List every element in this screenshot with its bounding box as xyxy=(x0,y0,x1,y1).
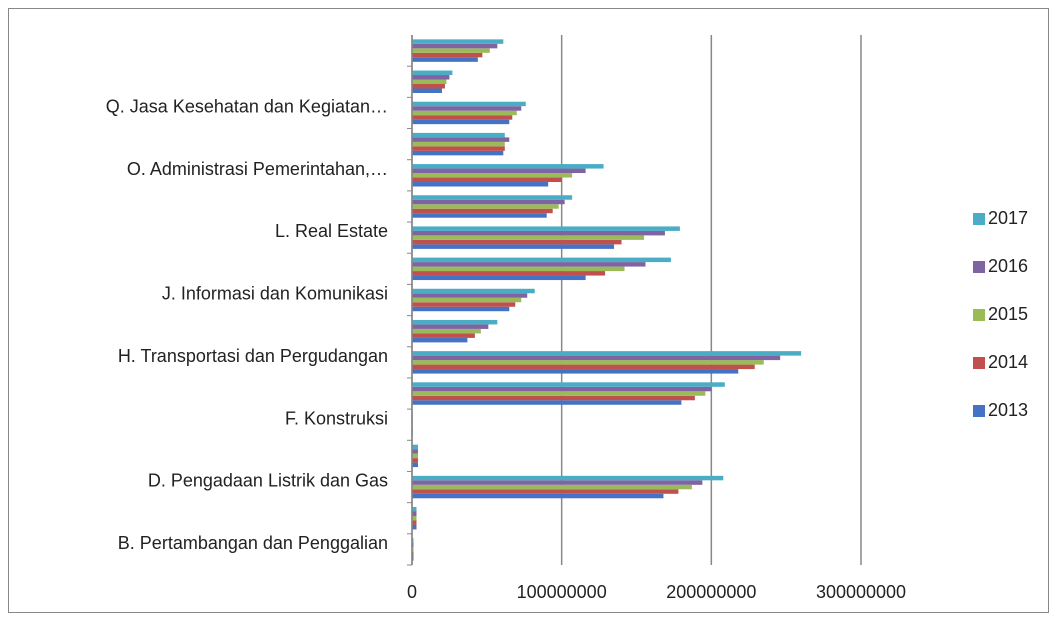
bar xyxy=(412,230,665,236)
bar xyxy=(412,480,703,485)
x-tick-label: 300000000 xyxy=(816,582,906,602)
bar xyxy=(412,524,417,530)
bar xyxy=(412,489,679,494)
legend-label: 2016 xyxy=(988,256,1028,276)
y-tick-label: H. Transportasi dan Pergudangan xyxy=(118,346,388,366)
bar xyxy=(412,199,565,205)
bar xyxy=(412,400,682,405)
bar xyxy=(412,213,547,218)
bar xyxy=(412,146,505,151)
bar xyxy=(412,164,604,169)
bar xyxy=(412,324,489,329)
y-tick-label: O. Administrasi Pemerintahan,… xyxy=(127,159,388,179)
bar xyxy=(412,137,510,142)
bar xyxy=(412,48,490,53)
legend-label: 2015 xyxy=(988,304,1028,324)
bar xyxy=(412,132,505,138)
bar xyxy=(412,195,573,200)
bar xyxy=(412,360,764,365)
bar xyxy=(412,88,442,93)
bar xyxy=(412,515,417,521)
bar xyxy=(412,257,671,263)
bar xyxy=(412,43,498,49)
bar xyxy=(412,226,680,231)
bar xyxy=(412,493,664,499)
bar xyxy=(412,208,553,214)
bar xyxy=(412,39,504,44)
legend-label: 2014 xyxy=(988,352,1028,372)
bar xyxy=(412,520,417,525)
bar xyxy=(412,168,586,174)
bar xyxy=(412,275,586,281)
y-tick-label: B. Pertambangan dan Penggalian xyxy=(118,533,388,553)
bar xyxy=(412,262,646,267)
bar xyxy=(412,328,481,334)
bar xyxy=(412,369,739,374)
bar xyxy=(412,150,504,156)
bar xyxy=(412,204,559,209)
bar xyxy=(412,244,615,249)
bar xyxy=(412,351,802,356)
bar xyxy=(412,319,498,325)
bar xyxy=(412,79,447,85)
bar xyxy=(412,288,535,294)
legend-label: 2017 xyxy=(988,208,1028,228)
legend-swatch xyxy=(973,309,985,321)
bar xyxy=(412,297,522,303)
bar xyxy=(412,444,418,450)
bar xyxy=(412,75,450,80)
bar xyxy=(412,271,606,276)
bar xyxy=(412,511,417,516)
x-tick-label: 0 xyxy=(407,582,417,602)
bar xyxy=(412,337,468,343)
bar xyxy=(412,115,513,120)
bar xyxy=(412,453,418,459)
legend-swatch xyxy=(973,213,985,225)
bar xyxy=(412,119,510,125)
y-tick-label: Q. Jasa Kesehatan dan Kegiatan… xyxy=(106,97,388,117)
bar xyxy=(412,382,725,387)
legend-swatch xyxy=(973,357,985,369)
legend-swatch xyxy=(973,261,985,273)
bar xyxy=(412,52,483,58)
bar xyxy=(412,462,418,468)
bar xyxy=(412,364,755,370)
bar xyxy=(412,235,644,240)
bar xyxy=(412,239,622,245)
bar xyxy=(412,101,526,107)
bar xyxy=(412,302,516,307)
bar xyxy=(412,182,549,187)
y-tick-label: J. Informasi dan Komunikasi xyxy=(162,284,388,304)
bar xyxy=(412,386,712,392)
bar xyxy=(412,391,706,396)
bar xyxy=(412,484,692,490)
bar xyxy=(412,449,418,454)
bar xyxy=(412,355,781,361)
bar xyxy=(412,173,573,178)
x-tick-label: 200000000 xyxy=(666,582,756,602)
bar xyxy=(412,106,522,111)
legend-swatch xyxy=(973,405,985,417)
bar xyxy=(412,141,505,147)
bar xyxy=(412,507,417,512)
chart-border xyxy=(8,8,1049,613)
bar xyxy=(412,57,478,62)
bar xyxy=(412,458,418,463)
legend-label: 2013 xyxy=(988,400,1028,420)
y-tick-label: F. Konstruksi xyxy=(285,408,388,428)
bar xyxy=(412,84,445,89)
bar xyxy=(412,333,475,338)
bar xyxy=(412,306,510,312)
bar xyxy=(412,266,625,272)
bar xyxy=(412,395,695,401)
bar xyxy=(412,177,562,183)
y-tick-label: L. Real Estate xyxy=(275,221,388,241)
bar xyxy=(412,293,528,298)
x-tick-label: 100000000 xyxy=(517,582,607,602)
bar xyxy=(412,70,453,76)
bar xyxy=(412,110,517,116)
y-tick-label: D. Pengadaan Listrik dan Gas xyxy=(148,471,388,491)
bar xyxy=(412,475,724,481)
